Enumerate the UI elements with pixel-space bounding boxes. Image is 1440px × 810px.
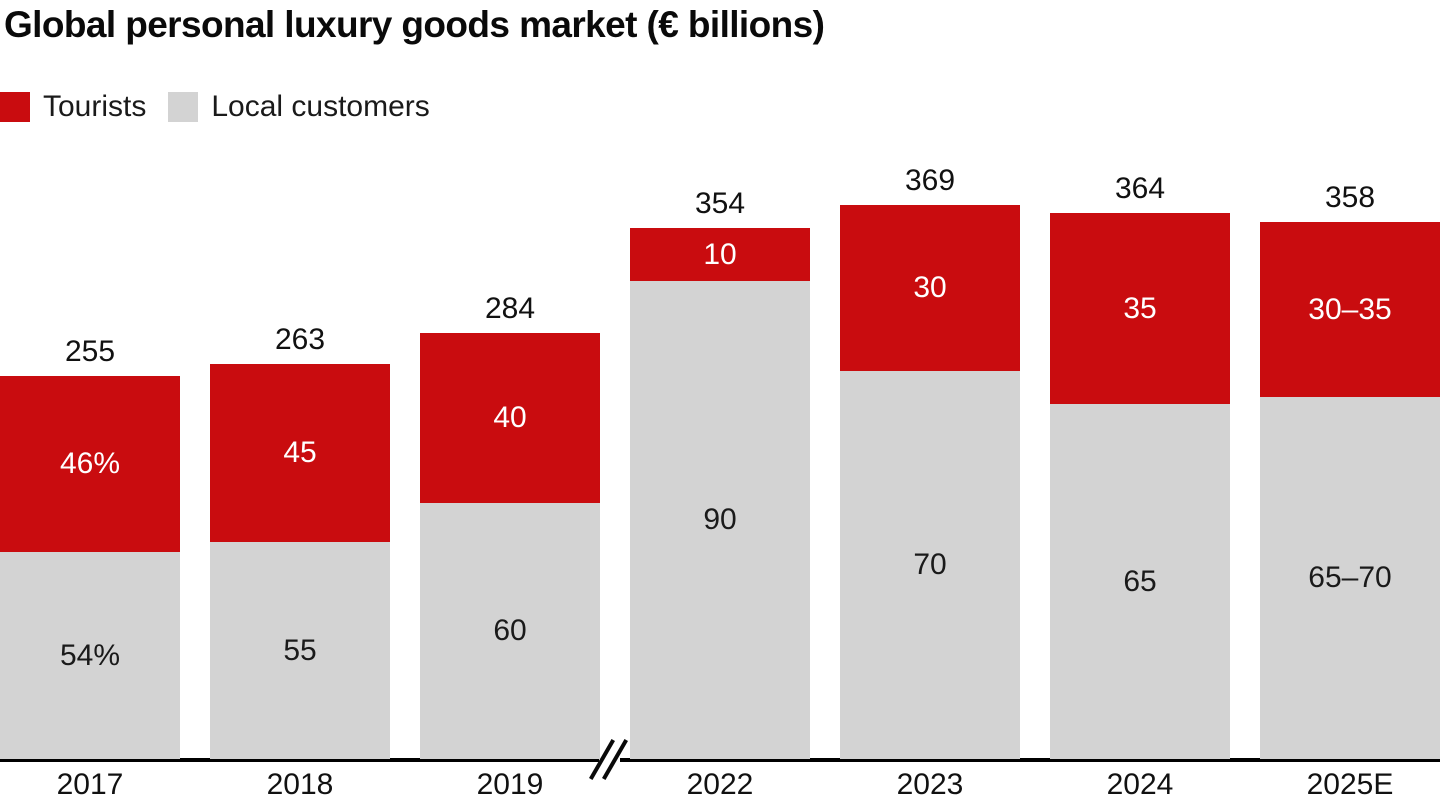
legend-item-local-customers: Local customers xyxy=(168,90,430,124)
bar-total-label: 263 xyxy=(274,323,326,356)
bar-segment-local-customers: 60 xyxy=(420,503,600,759)
bar-segment-local-customers: 90 xyxy=(630,281,810,759)
tourists-segment-label: 10 xyxy=(703,237,737,271)
tourists-swatch-icon xyxy=(0,92,30,122)
bar-total-label: 354 xyxy=(694,187,746,220)
bar-segment-tourists: 45 xyxy=(210,364,390,542)
x-axis-label-2025E: 2025E xyxy=(1306,768,1394,801)
bar-total-label: 364 xyxy=(1114,172,1166,205)
bar-segment-local-customers: 54% xyxy=(0,552,180,759)
legend-label-local-customers: Local customers xyxy=(211,90,430,123)
bar-segment-local-customers: 70 xyxy=(840,371,1020,759)
local-customers-segment-label: 70 xyxy=(913,548,947,581)
bar-column-2025E: 30–35 65–70 xyxy=(1260,222,1440,759)
x-axis-line-right xyxy=(620,758,1440,762)
bar-total-label: 358 xyxy=(1324,181,1376,214)
local-customers-segment-label: 65–70 xyxy=(1308,561,1392,594)
bar-column-2023: 30 70 xyxy=(840,205,1020,759)
legend: Tourists Local customers xyxy=(0,90,430,124)
local-customers-segment-label: 60 xyxy=(493,614,527,647)
bar-segment-tourists: 46% xyxy=(0,376,180,552)
bar-segment-tourists: 35 xyxy=(1050,213,1230,404)
local-customers-segment-label: 65 xyxy=(1123,564,1157,598)
bar-column-2024: 35 65 xyxy=(1050,213,1230,759)
x-axis-line-left xyxy=(0,758,599,762)
bar-column-2019: 40 60 xyxy=(420,333,600,759)
bar-column-2018: 45 55 xyxy=(210,364,390,759)
tourists-segment-label: 45 xyxy=(283,436,317,469)
bar-segment-local-customers: 55 xyxy=(210,542,390,759)
local-customers-segment-label: 90 xyxy=(703,503,737,536)
bar-column-2022: 10 90 xyxy=(630,228,810,759)
chart-title: Global personal luxury goods market (€ b… xyxy=(4,4,825,45)
local-customers-swatch-icon xyxy=(168,92,199,122)
tourists-segment-label: 30 xyxy=(913,271,947,304)
bar-segment-local-customers: 65–70 xyxy=(1260,397,1440,759)
x-axis-label-2017: 2017 xyxy=(56,768,124,801)
legend-label-tourists: Tourists xyxy=(43,90,147,123)
bar-total-label: 369 xyxy=(904,164,956,197)
bar-segment-tourists: 40 xyxy=(420,333,600,503)
bar-total-label: 255 xyxy=(64,335,116,368)
tourists-segment-label: 30–35 xyxy=(1308,292,1392,326)
x-axis-label-2023: 2023 xyxy=(896,768,964,801)
bar-total-label: 284 xyxy=(484,292,536,325)
bar-column-2017: 46% 54% xyxy=(0,376,180,759)
legend-item-tourists: Tourists xyxy=(0,90,146,124)
tourists-segment-label: 35 xyxy=(1123,291,1157,325)
bar-segment-local-customers: 65 xyxy=(1050,404,1230,759)
local-customers-segment-label: 54% xyxy=(59,638,121,672)
x-axis-label-2018: 2018 xyxy=(266,768,334,801)
x-axis-label-2024: 2024 xyxy=(1106,768,1174,801)
tourists-segment-label: 40 xyxy=(493,401,527,434)
bar-segment-tourists: 30 xyxy=(840,205,1020,371)
x-axis-label-2022: 2022 xyxy=(686,768,754,801)
x-axis-label-2019: 2019 xyxy=(476,768,544,801)
local-customers-segment-label: 55 xyxy=(283,633,317,667)
tourists-segment-label: 46% xyxy=(59,447,121,480)
bar-segment-tourists: 30–35 xyxy=(1260,222,1440,397)
bar-segment-tourists: 10 xyxy=(630,228,810,281)
